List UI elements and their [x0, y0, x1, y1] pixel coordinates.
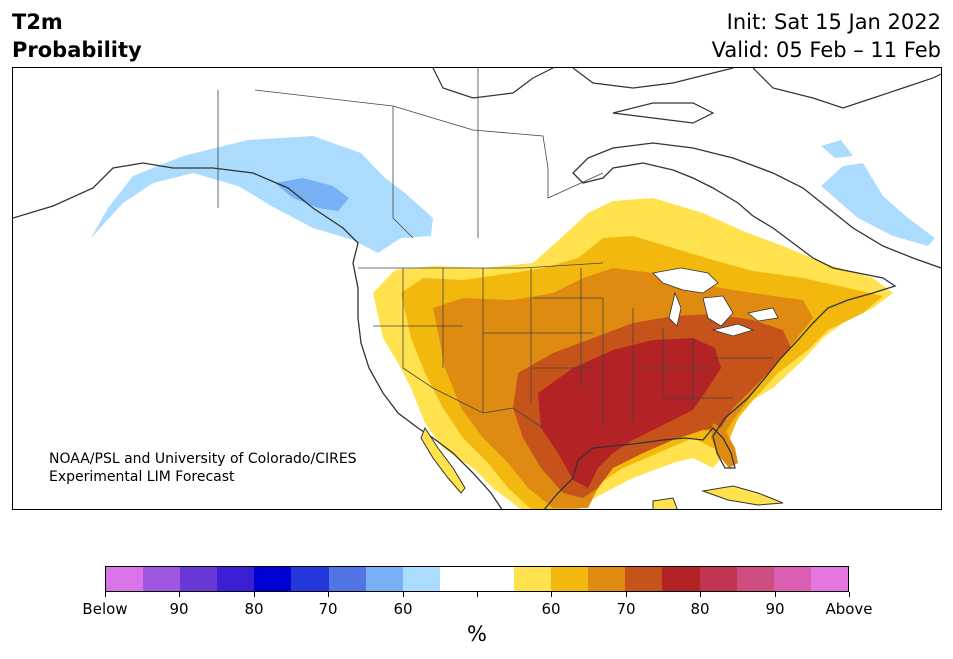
map-svg	[13, 68, 941, 509]
colorbar-segment	[254, 567, 292, 591]
colorbar-tick-label: Below	[82, 600, 128, 618]
colorbar-segment	[662, 567, 700, 591]
colorbar-segment	[736, 567, 774, 591]
colorbar-tick-label: 60	[393, 600, 413, 618]
colorbar-tick-mark	[700, 592, 701, 597]
credit-line-1: NOAA/PSL and University of Colorado/CIRE…	[49, 451, 357, 467]
colorbar-tick-mark	[849, 592, 850, 597]
colorbar-tick-mark	[551, 592, 552, 597]
cold-anomaly-region-labrador	[821, 163, 935, 246]
colorbar-segment	[143, 567, 181, 591]
colorbar-tick-mark	[403, 592, 404, 597]
arctic-islands	[432, 68, 941, 124]
credit-line-2: Experimental LIM Forecast	[49, 469, 235, 485]
title-line-variable: T2m	[12, 10, 63, 34]
colorbar-segment	[773, 567, 811, 591]
colorbar-segment	[588, 567, 626, 591]
colorbar-tick-mark	[179, 592, 180, 597]
colorbar-units: %	[467, 622, 487, 646]
colorbar-segment	[365, 567, 403, 591]
coastline	[13, 142, 941, 509]
warm-anomaly-florida	[711, 423, 738, 468]
colorbar-segment	[106, 567, 144, 591]
colorbar-segment	[551, 567, 589, 591]
colorbar-tick-label: 70	[616, 600, 636, 618]
colorbar-segment	[476, 567, 515, 591]
colorbar-tick-mark	[626, 592, 627, 597]
colorbar-tick-mark	[477, 592, 478, 597]
colorbar-segment	[625, 567, 663, 591]
warm-anomaly-max	[538, 338, 721, 488]
cold-anomaly-core-alaska	[275, 178, 349, 211]
colorbar-tick-label: 90	[765, 600, 785, 618]
forecast-dates: Init: Sat 15 Jan 2022 Valid: 05 Feb – 11…	[712, 8, 941, 64]
cold-anomaly-region-alaska	[91, 136, 433, 253]
colorbar-segment	[217, 567, 255, 591]
colorbar-tick-mark	[105, 592, 106, 597]
credit-text: NOAA/PSL and University of Colorado/CIRE…	[49, 450, 357, 486]
init-date: Init: Sat 15 Jan 2022	[726, 10, 941, 34]
colorbar-tick-label: 80	[690, 600, 710, 618]
colorbar-segment	[514, 567, 552, 591]
colorbar-segment	[810, 567, 848, 591]
colorbar-tick-mark	[328, 592, 329, 597]
forecast-map	[12, 67, 942, 510]
map-title: T2m Probability	[12, 8, 142, 64]
colorbar-segment	[402, 567, 440, 591]
probability-colorbar	[105, 566, 849, 592]
colorbar-tick-label: 80	[244, 600, 264, 618]
colorbar-tick-label: 90	[169, 600, 189, 618]
colorbar-segment	[699, 567, 737, 591]
colorbar-segment	[180, 567, 218, 591]
colorbar-tick-mark	[254, 592, 255, 597]
colorbar-tick-label: 60	[541, 600, 561, 618]
borders	[217, 68, 773, 429]
colorbar-tick-label: Above	[825, 600, 873, 618]
caribbean-islands	[652, 485, 784, 509]
great-lakes	[652, 267, 779, 337]
colorbar-segment	[328, 567, 366, 591]
baja-peninsula	[420, 426, 466, 494]
colorbar-tick-mark	[775, 592, 776, 597]
colorbar-tick-label: 70	[318, 600, 338, 618]
cold-anomaly-region-baffin	[821, 140, 853, 158]
colorbar-segment	[291, 567, 329, 591]
title-line-type: Probability	[12, 38, 142, 62]
valid-dates: Valid: 05 Feb – 11 Feb	[711, 38, 941, 62]
colorbar-segment	[439, 567, 477, 591]
